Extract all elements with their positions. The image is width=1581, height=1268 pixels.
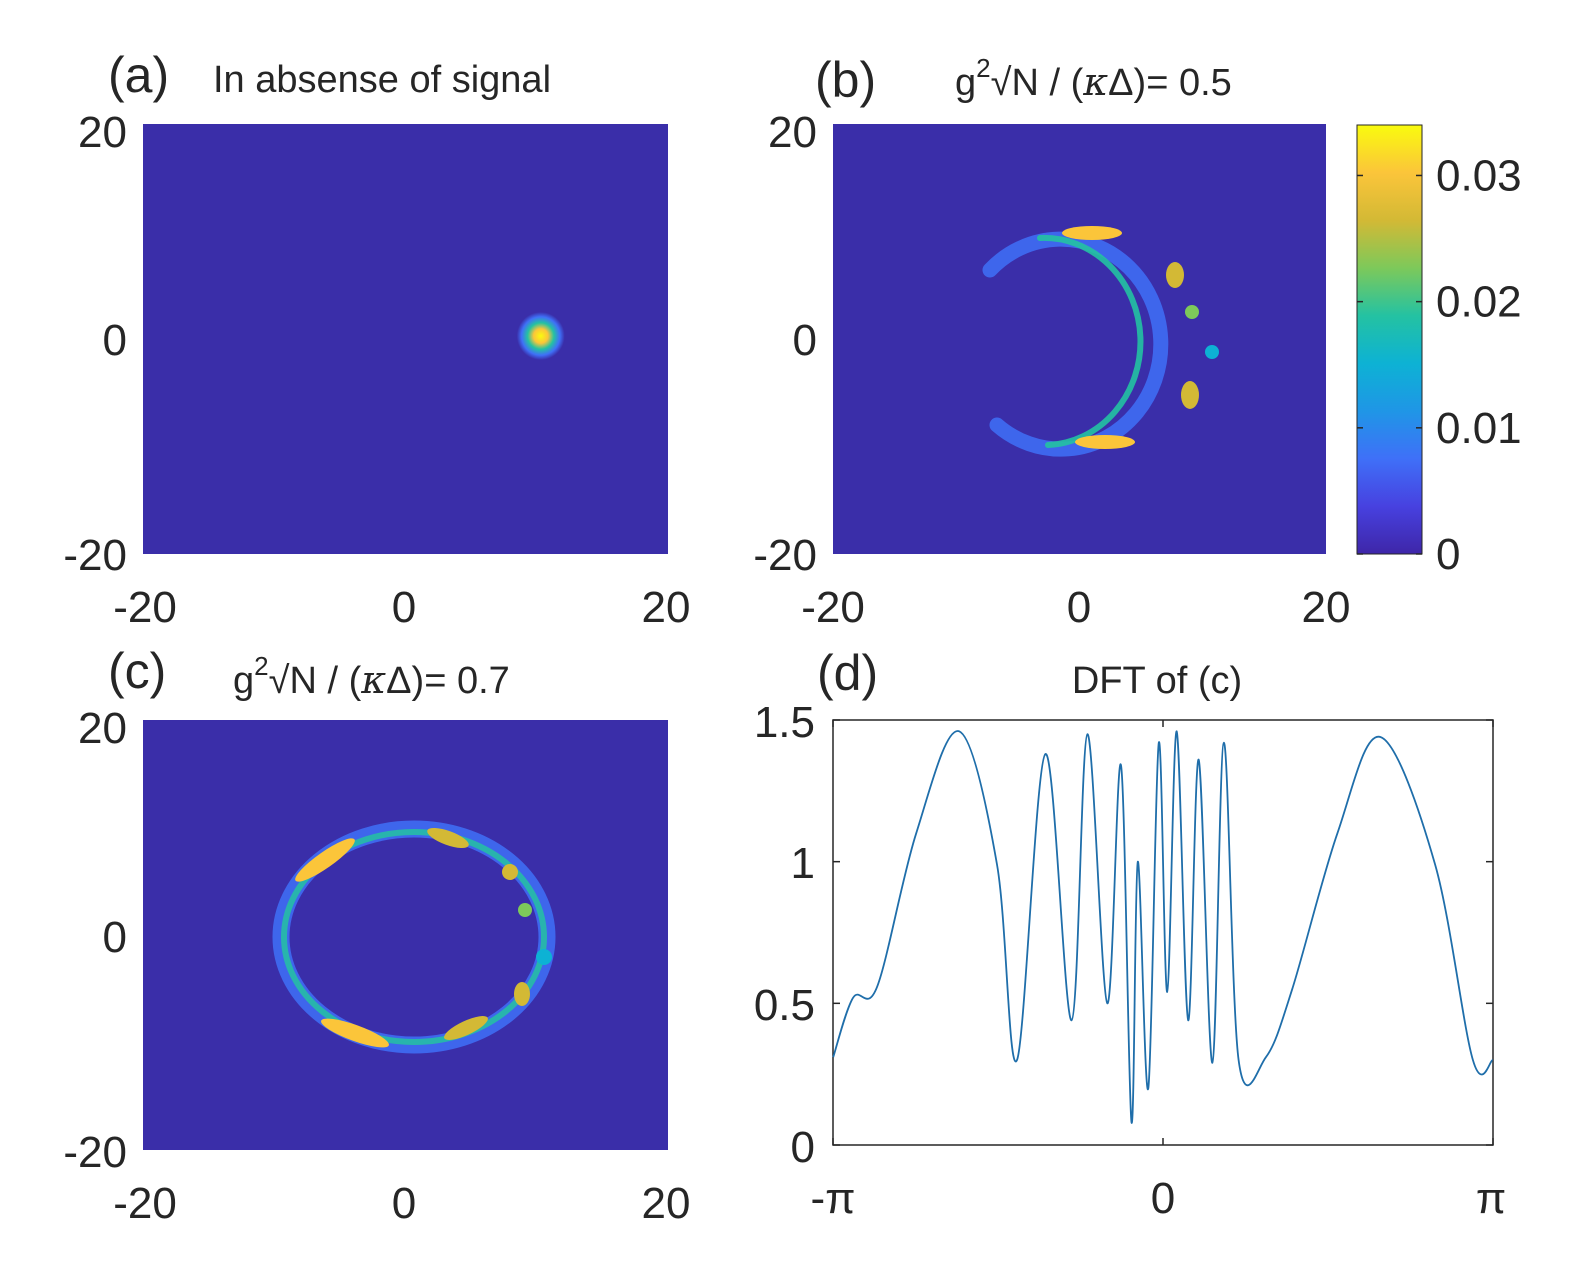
panel-d-label: (d) — [817, 645, 878, 701]
panel-c-hotspot-lower-left — [321, 1018, 389, 1048]
panel-d-xtick-pi: π — [1476, 1174, 1506, 1223]
panel-b-xtick-right: 20 — [1302, 583, 1351, 632]
panel-d-plot-area — [832, 719, 1494, 1146]
panel-d-title: DFT of (c) — [1072, 660, 1242, 702]
panel-c-hotspot-right-1 — [502, 864, 518, 880]
panel-b-hotspot-mid-1 — [1185, 305, 1199, 319]
panel-b-plot-area — [833, 124, 1326, 554]
panel-c-label: (c) — [108, 643, 166, 699]
panel-a-ytick-top: 20 — [78, 108, 127, 157]
panel-c-plot-area — [143, 720, 668, 1150]
panel-b-title: g2√N / (κΔ)= 0.5 — [955, 53, 1232, 104]
panel-d-xtick-neg-pi: -π — [810, 1174, 855, 1223]
panel-b-title-g: g — [955, 62, 976, 104]
panel-b-ytick-mid: 0 — [793, 316, 817, 365]
panel-d-ytick-0: 0 — [791, 1123, 815, 1172]
panel-b-title-sup: 2 — [976, 53, 990, 83]
panel-a-title: In absense of signal — [213, 59, 551, 101]
panel-b-xtick-mid: 0 — [1067, 583, 1091, 632]
panel-c-hotspot-upper-left — [295, 838, 355, 882]
panel-b-title-rest2: )= 0.5 — [1134, 62, 1232, 104]
panel-a-xtick-left: -20 — [113, 583, 177, 632]
panel-c-title-rest1: √N / ( — [269, 660, 362, 702]
panel-d-ytick-1-5: 1.5 — [754, 698, 815, 747]
colorbar-tick-label: 0.01 — [1436, 404, 1522, 453]
panel-d-tick-marks — [832, 719, 1494, 1146]
panel-b: (b) g2√N / (κΔ)= 0.5 20 0 -20 -20 0 20 0… — [753, 52, 1521, 632]
panel-a-label: (a) — [108, 47, 169, 103]
panel-b-label: (b) — [815, 52, 876, 108]
panel-a-ytick-mid: 0 — [103, 316, 127, 365]
panel-c-title-kappa: κ — [360, 658, 386, 702]
panel-b-ytick-bottom: -20 — [753, 531, 817, 580]
panel-d-ytick-1: 1 — [791, 839, 815, 888]
panel-c-hotspot-lower-right — [444, 1016, 488, 1040]
colorbar-ticks: 0.03 0.02 0.01 0 — [1357, 151, 1522, 579]
panel-c-hotspot-right-4 — [514, 982, 530, 1006]
colorbar-tick-label: 0 — [1436, 530, 1460, 579]
panel-d-xtick-zero: 0 — [1151, 1174, 1175, 1223]
panel-b-title-kappa: κ — [1082, 60, 1108, 104]
panel-b-arc — [982, 226, 1219, 457]
panel-c-ring — [272, 820, 556, 1054]
panel-a-plot-area — [143, 124, 668, 554]
colorbar-tick-label: 0.02 — [1436, 278, 1522, 327]
panel-c-hotspot-right-2 — [518, 903, 532, 917]
panel-b-hotspot-top — [1062, 226, 1122, 240]
panel-d: (d) DFT of (c) 1.5 1 0.5 0 -π 0 π — [754, 645, 1506, 1223]
panel-c-xtick-right: 20 — [642, 1179, 691, 1228]
panel-c-title-sup: 2 — [254, 651, 268, 681]
panel-b-title-delta: Δ — [1108, 62, 1133, 104]
panel-b-title-rest1: √N / ( — [991, 62, 1084, 104]
panel-a-xtick-mid: 0 — [392, 583, 416, 632]
panel-c-xtick-mid: 0 — [392, 1179, 416, 1228]
panel-a: (a) In absense of signal 20 0 -20 -20 0 … — [63, 47, 690, 632]
colorbar-gradient — [1356, 124, 1423, 555]
panel-c-hotspot-upper-right — [427, 828, 469, 848]
panel-b-xtick-left: -20 — [801, 583, 865, 632]
panel-c-title: g2√N / (κΔ)= 0.7 — [233, 651, 510, 702]
panel-b-arc-core — [1037, 234, 1144, 448]
colorbar-tick-label: 0.03 — [1436, 151, 1522, 200]
panel-c-hotspot-right-3 — [536, 949, 552, 965]
panel-a-spot — [516, 312, 565, 360]
panel-c-ytick-bottom: -20 — [63, 1128, 127, 1177]
panel-c: (c) g2√N / (κΔ)= 0.7 20 0 -20 -20 0 20 — [63, 643, 690, 1228]
panel-b-hotspot-upper-right — [1166, 262, 1184, 288]
panel-b-hotspot-lower-right — [1181, 381, 1199, 409]
panel-c-ytick-mid: 0 — [103, 913, 127, 962]
panel-c-ytick-top: 20 — [78, 704, 127, 753]
panel-a-ytick-bottom: -20 — [63, 531, 127, 580]
panel-b-hotspot-bottom — [1075, 435, 1135, 449]
panel-b-ytick-top: 20 — [768, 108, 817, 157]
panel-c-title-delta: Δ — [386, 660, 411, 702]
panel-c-title-g: g — [233, 660, 254, 702]
panel-d-dft-line — [832, 730, 1494, 1124]
panel-a-xtick-right: 20 — [642, 583, 691, 632]
panel-c-title-rest2: )= 0.7 — [412, 660, 510, 702]
panel-c-ring-core — [281, 829, 547, 1045]
panel-c-xtick-left: -20 — [113, 1179, 177, 1228]
panel-d-ytick-0-5: 0.5 — [754, 981, 815, 1030]
panel-b-hotspot-mid-2 — [1205, 345, 1219, 359]
colorbar: 0.03 0.02 0.01 0 — [1356, 124, 1522, 579]
